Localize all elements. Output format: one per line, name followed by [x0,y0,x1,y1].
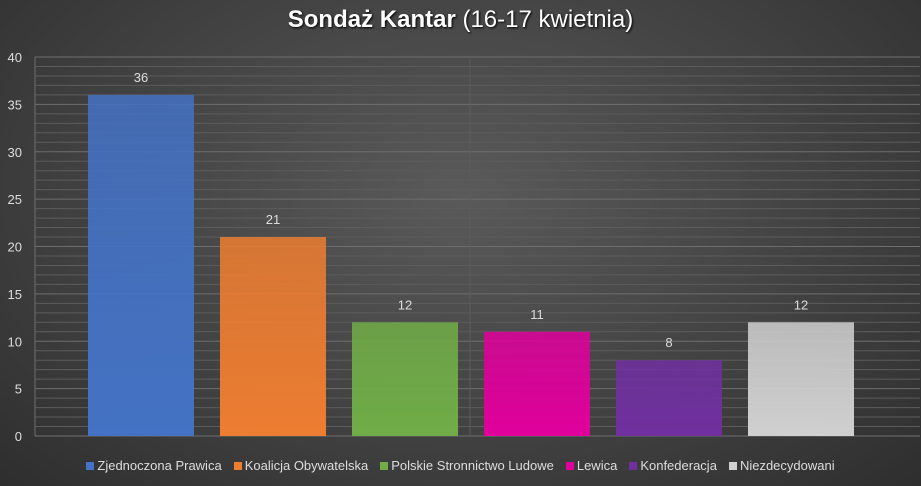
legend-item: Zjednoczona Prawica [86,458,222,473]
bar [748,322,854,436]
legend-label: Koalicja Obywatelska [244,458,369,473]
legend-swatch [233,461,242,470]
legend-item: Konfederacja [629,458,717,473]
legend-swatch [565,461,574,470]
data-label: 21 [266,212,280,227]
legend-swatch [380,461,389,470]
legend-label: Polskie Stronnictwo Ludowe [391,458,554,473]
legend-item: Koalicja Obywatelska [233,458,369,473]
y-tick-label: 25 [8,192,22,207]
y-tick-label: 40 [8,50,22,65]
chart-title: Sondaż Kantar (16-17 kwietnia) [287,6,634,33]
legend-swatch [728,461,737,470]
data-label: 11 [530,307,544,322]
bar [88,94,194,437]
legend-item: Niezdecydowani [728,458,835,473]
data-label: 12 [398,297,412,312]
bar [484,331,590,436]
legend-label: Zjednoczona Prawica [97,458,222,473]
y-tick-label: 0 [15,429,22,444]
legend-item: Lewica [565,458,618,473]
legend-label: Konfederacja [640,458,717,473]
y-tick-label: 15 [8,287,22,302]
legend-item: Polskie Stronnictwo Ludowe [380,458,554,473]
y-tick-label: 35 [8,97,22,112]
legend-swatch [86,461,95,470]
legend-swatch [629,461,638,470]
y-tick-label: 30 [8,145,22,160]
bar [220,237,326,436]
y-tick-label: 10 [8,334,22,349]
bar [352,322,458,436]
legend: Zjednoczona Prawica Koalicja Obywatelska P… [0,458,921,473]
y-tick-label: 20 [8,240,22,255]
y-tick-label: 5 [15,382,22,397]
legend-label: Niezdecydowani [739,458,835,473]
data-label: 12 [794,297,808,312]
legend-label: Lewica [576,458,618,473]
data-label: 36 [134,70,148,85]
bar [616,360,722,436]
data-label: 8 [665,335,672,350]
